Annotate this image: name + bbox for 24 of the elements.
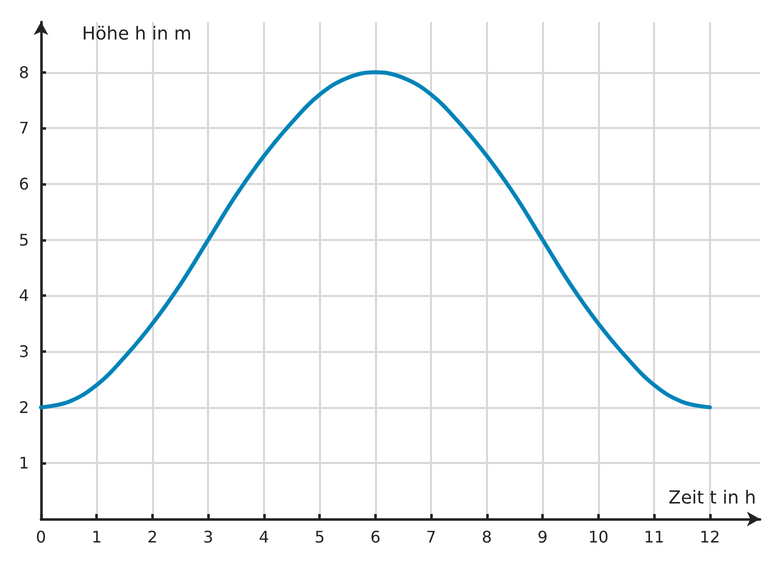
x-tick-label: 11 [644,528,664,546]
x-tick-label: 6 [370,528,381,546]
x-tick-label: 0 [36,528,46,546]
y-axis-title: Höhe h in m [82,24,192,44]
y-tick-label: 3 [18,342,29,361]
y-tick-label: 2 [18,398,29,417]
x-axis-title: Zeit t in h [668,488,756,508]
line-series [39,70,712,410]
x-tick-label: 12 [700,528,720,546]
x-tick-label: 2 [147,528,158,546]
x-tick-label: 9 [538,528,548,546]
y-tick-label: 6 [18,174,29,194]
y-tick-label: 7 [18,118,29,138]
y-tick-label: 1 [18,454,29,473]
x-tick-label: 5 [314,528,325,546]
x-tick-label: 10 [588,528,609,546]
y-tick-label: 8 [18,62,29,82]
x-tick-label: 1 [92,528,102,546]
x-tick-label: 7 [426,528,436,546]
x-tick-label: 4 [258,528,270,546]
y-tick-label: 5 [18,230,29,250]
x-tick-label: 3 [203,528,214,546]
y-tick-label: 4 [18,286,29,306]
x-tick-label: 8 [482,528,492,546]
